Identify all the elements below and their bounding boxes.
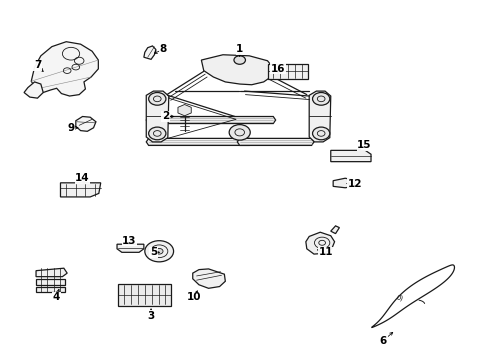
Polygon shape [146,138,251,145]
Circle shape [144,241,173,262]
Text: 4: 4 [53,292,60,302]
Polygon shape [118,284,171,306]
Text: 1: 1 [236,45,243,54]
Polygon shape [61,183,101,197]
Polygon shape [117,244,143,252]
Polygon shape [178,104,191,116]
Polygon shape [143,46,156,59]
Text: 13: 13 [122,236,137,246]
Text: 8: 8 [159,45,166,54]
Text: 11: 11 [318,247,332,257]
Polygon shape [332,178,354,188]
Text: 7: 7 [34,60,41,70]
Polygon shape [146,117,275,123]
Text: 3: 3 [147,311,154,321]
Circle shape [229,125,250,140]
Circle shape [312,127,329,140]
Polygon shape [24,82,43,98]
Polygon shape [237,138,313,145]
Circle shape [233,56,245,64]
Polygon shape [201,55,273,85]
Text: 9: 9 [67,123,75,133]
Text: 16: 16 [270,64,285,74]
Polygon shape [305,232,334,254]
Polygon shape [267,64,307,79]
Text: 5: 5 [149,247,157,257]
Polygon shape [36,279,64,285]
Polygon shape [36,268,67,277]
Polygon shape [36,287,64,292]
Text: 12: 12 [347,179,361,189]
Polygon shape [192,269,225,288]
Polygon shape [330,150,370,162]
Text: 0): 0) [396,295,403,301]
Text: 6: 6 [379,336,386,346]
Circle shape [148,93,165,105]
Text: 2: 2 [162,112,169,121]
Text: 10: 10 [186,292,201,302]
Circle shape [155,248,163,254]
Polygon shape [308,91,330,142]
Polygon shape [146,91,168,142]
Text: 14: 14 [75,173,90,183]
Text: 15: 15 [356,140,371,150]
Circle shape [312,93,329,105]
Polygon shape [330,226,339,234]
Polygon shape [76,117,96,131]
Polygon shape [31,42,98,96]
Circle shape [148,127,165,140]
